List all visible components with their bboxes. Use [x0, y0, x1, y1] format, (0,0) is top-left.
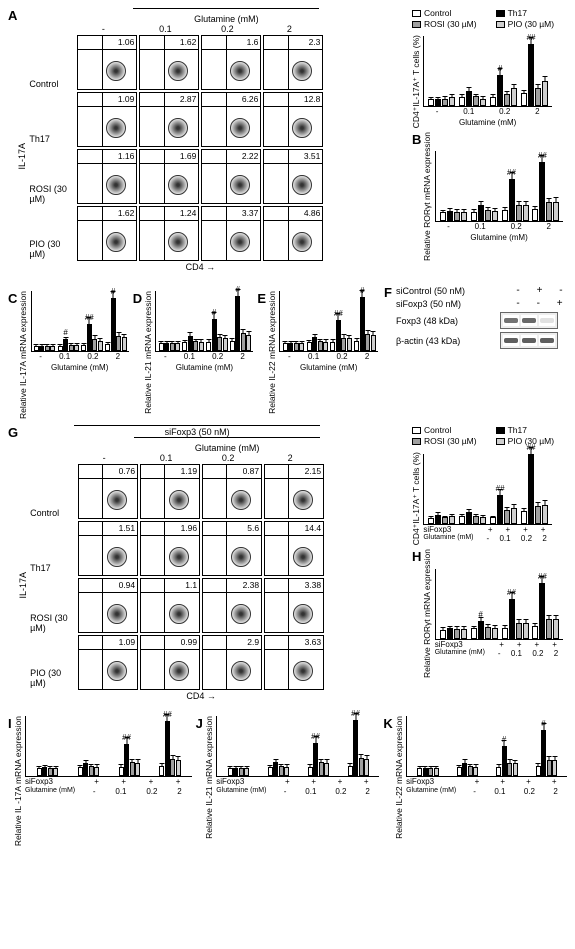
panel-d-xlabel: Glutamine (mM) [155, 363, 253, 372]
flow-cell: 1.1 [140, 578, 200, 633]
panel-b-barchart: Relative RORγt mRNA expression #### -0.1… [423, 132, 563, 261]
row-control: Control [29, 57, 77, 112]
flow-row-labels-g: Control Th17 ROSI (30 µM) PIO (30 µM) [30, 464, 78, 706]
panel-label-j: J [196, 716, 203, 839]
flow-grid-a: 1.061.621.62.31.092.876.2612.81.161.692.… [77, 35, 323, 261]
flow-cell: 2.3 [263, 35, 323, 90]
flow-cell: 4.86 [263, 206, 323, 261]
panel-e-xlabel: Glutamine (mM) [279, 363, 378, 372]
panel-label-c: C [8, 291, 17, 419]
grow-control: Control [30, 486, 78, 541]
flow-x-axis-g: CD4 [186, 691, 204, 701]
panel-k-ylabel: Relative IL-22 mRNA expression [395, 716, 404, 839]
flow-cell: 1.96 [140, 521, 200, 576]
flow-cell: 0.99 [140, 635, 200, 690]
panel-label-g: G [8, 425, 18, 440]
flow-cell: 5.6 [202, 521, 262, 576]
panel-a-bar-xlabel: Glutamine (mM) [423, 118, 552, 127]
panel-c-xlabel: Glutamine (mM) [31, 363, 129, 372]
panel-label-e: E [257, 291, 266, 414]
legend-g: ControlTh17ROSI (30 µM)PIO (30 µM) [412, 425, 567, 446]
flow-grid-g: 0.761.190.872.15 1.511.965.614.4 0.941.12.… [78, 464, 324, 690]
panel-label-f: F [384, 285, 392, 352]
flow-cell: 1.19 [140, 464, 200, 519]
panel-h-barchart: Relative RORγt mRNA expression ##### siF… [423, 549, 563, 678]
flow-cell: 0.87 [202, 464, 262, 519]
panel-label-h: H [412, 549, 421, 678]
flow-cell: 0.76 [78, 464, 138, 519]
flow-cell: 2.87 [139, 92, 199, 147]
grow-th17: Th17 [30, 541, 78, 596]
panel-g-barchart: CD4⁺IL-17A⁺ T cells (%) #### siFoxp3++++… [412, 452, 552, 545]
grow-rosi: ROSI (30 µM) [30, 596, 78, 651]
flow-cell: 0.94 [78, 578, 138, 633]
panel-b-ylabel: Relative RORγt mRNA expression [423, 132, 432, 261]
gcol-2: 2 [260, 453, 320, 463]
glutamine-header-g: Glutamine (mM) [195, 443, 260, 453]
flow-cell: 14.4 [264, 521, 324, 576]
flow-cell: 1.6 [201, 35, 261, 90]
flow-y-axis-g: IL-17A [18, 572, 28, 599]
row-rosi: ROSI (30 µM) [29, 167, 77, 222]
flow-cell: 2.22 [201, 149, 261, 204]
panel-b-xlabel: Glutamine (mM) [435, 233, 564, 242]
col-2: 2 [259, 24, 319, 34]
panel-e-ylabel: Relative IL-22 mRNA expression [268, 291, 277, 414]
flow-cell: 2.15 [264, 464, 324, 519]
row-pio: PIO (30 µM) [29, 222, 77, 277]
panel-label-a: A [8, 8, 17, 23]
col-0p1: 0.1 [135, 24, 195, 34]
gcol-0p1: 0.1 [136, 453, 196, 463]
grow-pio: PIO (30 µM) [30, 651, 78, 706]
flow-header-g: - 0.1 0.2 2 [74, 453, 320, 463]
flow-cell: 3.38 [264, 578, 324, 633]
panel-label-i: I [8, 716, 12, 846]
gcol-dash: - [74, 453, 134, 463]
panel-c-ylabel: Relative IL-17A mRNA expression [19, 291, 28, 419]
panel-j-ylabel: Relative IL-21 mRNA expression [205, 716, 214, 839]
glutamine-header: Glutamine (mM) [194, 14, 259, 24]
panel-i-ylabel: Relative IL -17A mRNA expression [14, 716, 23, 846]
flow-cell: 1.06 [77, 35, 137, 90]
flow-cell: 3.51 [263, 149, 323, 204]
sifoxp3-header: siFoxp3 (50 nM) [165, 427, 230, 437]
flow-row-labels-a: Control Th17 ROSI (30 µM) PIO (30 µM) [29, 35, 77, 277]
flow-cell: 1.09 [78, 635, 138, 690]
flow-header-a: - 0.1 0.2 2 [73, 24, 319, 34]
col-dash: - [73, 24, 133, 34]
gcol-0p2: 0.2 [198, 453, 258, 463]
western-blot: siControl (50 nM)-+-siFoxp3 (50 nM)--+Fo… [396, 285, 567, 352]
panel-label-b: B [412, 132, 421, 261]
flow-cell: 1.24 [139, 206, 199, 261]
flow-cell: 1.69 [139, 149, 199, 204]
flow-cell: 3.37 [201, 206, 261, 261]
flow-cell: 3.63 [264, 635, 324, 690]
flow-cell: 1.62 [77, 206, 137, 261]
flow-x-axis: CD4 [186, 262, 204, 272]
panel-d-ylabel: Relative IL-21 mRNA expression [144, 291, 153, 414]
panel-a-barchart: CD4⁺IL-17A⁺ T cells (%) ### -0.10.22 Glu… [412, 35, 552, 128]
flow-cell: 6.26 [201, 92, 261, 147]
panel-label-d: D [133, 291, 142, 414]
flow-cell: 1.09 [77, 92, 137, 147]
panel-a-bar-ylabel: CD4⁺IL-17A⁺ T cells (%) [412, 35, 421, 128]
panel-g-bar-ylabel: CD4⁺IL-17A⁺ T cells (%) [412, 452, 421, 545]
col-0p2: 0.2 [197, 24, 257, 34]
flow-cell: 1.62 [139, 35, 199, 90]
panel-label-k: K [383, 716, 392, 839]
flow-cell: 12.8 [263, 92, 323, 147]
flow-y-axis: IL-17A [17, 143, 27, 170]
legend: ControlTh17ROSI (30 µM)PIO (30 µM) [412, 8, 567, 29]
panel-h-ylabel: Relative RORγt mRNA expression [423, 549, 432, 678]
flow-cell: 1.16 [77, 149, 137, 204]
flow-cell: 2.9 [202, 635, 262, 690]
flow-cell: 1.51 [78, 521, 138, 576]
row-th17: Th17 [29, 112, 77, 167]
flow-cell: 2.38 [202, 578, 262, 633]
